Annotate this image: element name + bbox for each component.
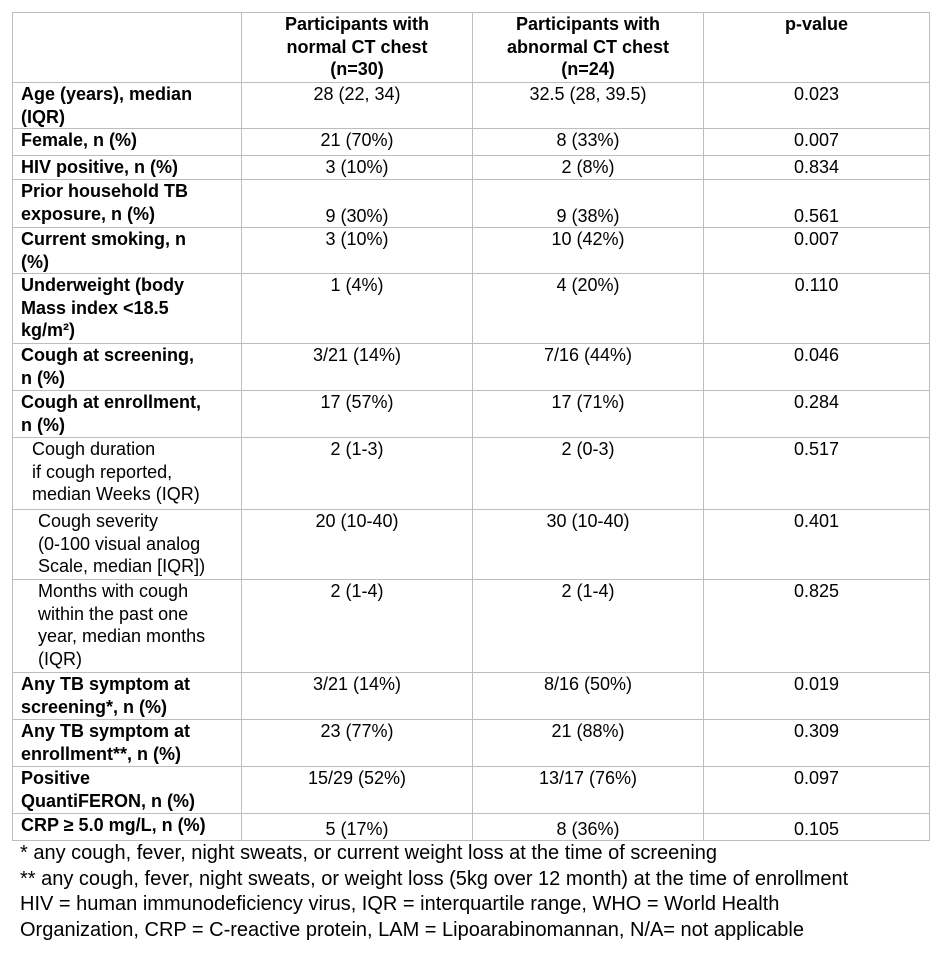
table-row: HIV positive, n (%) 3 (10%) 2 (8%) 0.834	[12, 155, 930, 180]
cell: 0.046	[703, 343, 930, 391]
table-row: Cough duration if cough reported, median…	[12, 437, 930, 510]
cell: 17 (57%)	[241, 390, 473, 438]
cell: 21 (88%)	[472, 719, 704, 767]
cell: 0.517	[703, 437, 930, 510]
header-cell: Participants with abnormal CT chest (n=2…	[472, 12, 704, 83]
cell: 9 (38%)	[472, 179, 704, 228]
cell: 0.023	[703, 82, 930, 129]
cell: 0.019	[703, 672, 930, 720]
row-label: Cough at enrollment, n (%)	[12, 390, 242, 438]
cell: 8 (36%)	[472, 813, 704, 841]
cell: 3 (10%)	[241, 155, 473, 180]
cell: 2 (0-3)	[472, 437, 704, 510]
footnotes: * any cough, fever, night sweats, or cur…	[20, 841, 945, 943]
cell: 4 (20%)	[472, 273, 704, 344]
table-row: Months with cough within the past one ye…	[12, 579, 930, 673]
table-row: Female, n (%) 21 (70%) 8 (33%) 0.007	[12, 128, 930, 156]
row-label: Cough at screening, n (%)	[12, 343, 242, 391]
cell: 32.5 (28, 39.5)	[472, 82, 704, 129]
cell: 8/16 (50%)	[472, 672, 704, 720]
cell: 0.834	[703, 155, 930, 180]
cell: 15/29 (52%)	[241, 766, 473, 814]
cell: 9 (30%)	[241, 179, 473, 228]
table-row: Cough at screening, n (%) 3/21 (14%) 7/16 …	[12, 343, 930, 391]
cell: 0.007	[703, 128, 930, 156]
table: Participants with normal CT chest (n=30)…	[12, 12, 930, 841]
table-row: Prior household TB exposure, n (%) 9 (30%…	[12, 179, 930, 228]
cell: 2 (1-4)	[241, 579, 473, 673]
header-cell: Participants with normal CT chest (n=30)	[241, 12, 473, 83]
row-label: CRP ≥ 5.0 mg/L, n (%)	[12, 813, 242, 841]
table-row: Underweight (body Mass index <18.5 kg/m²…	[12, 273, 930, 344]
cell: 20 (10-40)	[241, 509, 473, 580]
row-label: Months with cough within the past one ye…	[12, 579, 242, 673]
table-container: Participants with normal CT chest (n=30)…	[12, 12, 930, 841]
cell: 7/16 (44%)	[472, 343, 704, 391]
cell: 28 (22, 34)	[241, 82, 473, 129]
table-row: Age (years), median (IQR) 28 (22, 34) 32.5…	[12, 82, 930, 129]
cell: 2 (1-4)	[472, 579, 704, 673]
cell: 0.561	[703, 179, 930, 228]
cell: 0.097	[703, 766, 930, 814]
cell: 0.284	[703, 390, 930, 438]
cell: 10 (42%)	[472, 227, 704, 274]
footnote: * any cough, fever, night sweats, or cur…	[20, 842, 718, 864]
row-label: Female, n (%)	[12, 128, 242, 156]
row-label: Cough duration if cough reported, median…	[12, 437, 242, 510]
cell: 3/21 (14%)	[241, 343, 473, 391]
cell: 3 (10%)	[241, 227, 473, 274]
table-row: Cough at enrollment, n (%) 17 (57%) 17 (71…	[12, 390, 930, 438]
cell: 13/17 (76%)	[472, 766, 704, 814]
row-label: Prior household TB exposure, n (%)	[12, 179, 242, 228]
table-row: CRP ≥ 5.0 mg/L, n (%) 5 (17%) 8 (36%) 0.105	[12, 813, 930, 841]
cell: 1 (4%)	[241, 273, 473, 344]
row-label: HIV positive, n (%)	[12, 155, 242, 180]
header-cell	[12, 12, 242, 83]
row-label: Current smoking, n (%)	[12, 227, 242, 274]
table-row: Current smoking, n (%) 3 (10%) 10 (42%) 0.0…	[12, 227, 930, 274]
row-label: Any TB symptom at enrollment**, n (%)	[12, 719, 242, 767]
cell: 21 (70%)	[241, 128, 473, 156]
table-row: Any TB symptom at screening*, n (%) 3/21 …	[12, 672, 930, 720]
cell: 2 (1-3)	[241, 437, 473, 510]
cell: 3/21 (14%)	[241, 672, 473, 720]
table-row: Any TB symptom at enrollment**, n (%) 23 …	[12, 719, 930, 767]
cell: 17 (71%)	[472, 390, 704, 438]
cell: 0.007	[703, 227, 930, 274]
cell: 30 (10-40)	[472, 509, 704, 580]
table-row: Positive QuantiFERON, n (%) 15/29 (52%) 13…	[12, 766, 930, 814]
cell: 23 (77%)	[241, 719, 473, 767]
cell: 8 (33%)	[472, 128, 704, 156]
header-cell: p-value	[703, 12, 930, 83]
row-label: Cough severity (0-100 visual analog Scal…	[12, 509, 242, 580]
cell: 0.110	[703, 273, 930, 344]
header-row: Participants with normal CT chest (n=30)…	[12, 12, 930, 83]
row-label: Age (years), median (IQR)	[12, 82, 242, 129]
table-row: Cough severity (0-100 visual analog Scal…	[12, 509, 930, 580]
cell: 0.309	[703, 719, 930, 767]
row-label: Positive QuantiFERON, n (%)	[12, 766, 242, 814]
footnote: ** any cough, fever, night sweats, or we…	[20, 867, 849, 890]
cell: 0.105	[703, 813, 930, 841]
footnote: HIV = human immunodeficiency virus, IQR …	[20, 893, 804, 941]
cell: 5 (17%)	[241, 813, 473, 841]
cell: 2 (8%)	[472, 155, 704, 180]
row-label: Underweight (body Mass index <18.5 kg/m²…	[12, 273, 242, 344]
row-label: Any TB symptom at screening*, n (%)	[12, 672, 242, 720]
cell: 0.401	[703, 509, 930, 580]
cell: 0.825	[703, 579, 930, 673]
